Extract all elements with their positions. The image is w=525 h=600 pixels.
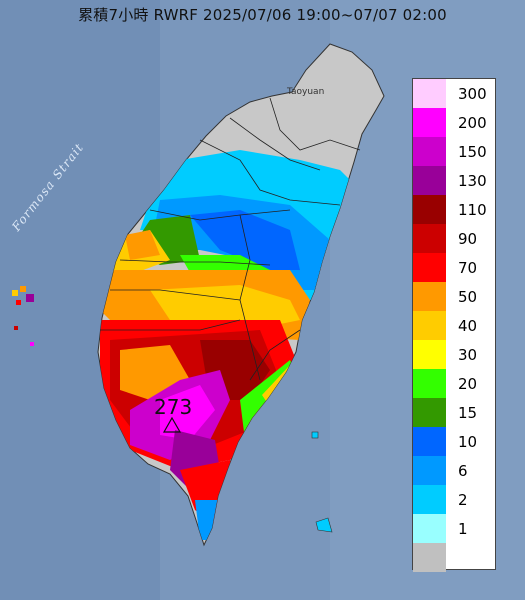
legend-label: 20 bbox=[458, 375, 478, 393]
penghu-islands bbox=[12, 286, 34, 346]
legend-swatch bbox=[413, 311, 446, 340]
legend-swatch bbox=[413, 543, 446, 572]
county-boundaries bbox=[100, 97, 361, 381]
legend-swatch bbox=[413, 195, 446, 224]
legend-label: 50 bbox=[458, 288, 478, 306]
legend-swatch bbox=[413, 369, 446, 398]
orchid-island bbox=[315, 517, 333, 533]
legend-label: 15 bbox=[458, 404, 478, 422]
city-label: Taoyuan bbox=[287, 87, 325, 97]
legend-label: 70 bbox=[458, 259, 478, 277]
legend-swatch bbox=[413, 253, 446, 282]
legend-swatch bbox=[413, 224, 446, 253]
legend-label: 2 bbox=[458, 491, 468, 509]
green-island bbox=[311, 431, 319, 439]
legend-label: 90 bbox=[458, 230, 478, 248]
legend-swatch bbox=[413, 166, 446, 195]
legend-swatch bbox=[413, 427, 446, 456]
legend-label: 150 bbox=[458, 143, 487, 161]
legend-swatch bbox=[413, 340, 446, 369]
legend-swatch bbox=[413, 485, 446, 514]
legend-swatch bbox=[413, 137, 446, 166]
legend-label: 200 bbox=[458, 114, 487, 132]
legend-label: 1 bbox=[458, 520, 468, 538]
legend-swatch bbox=[413, 79, 446, 108]
legend-label: 10 bbox=[458, 433, 478, 451]
legend-label: 40 bbox=[458, 317, 478, 335]
legend-label: 110 bbox=[458, 201, 487, 219]
legend-swatch bbox=[413, 514, 446, 543]
legend-label: 30 bbox=[458, 346, 478, 364]
map-title: 累積7小時 RWRF 2025/07/06 19:00~07/07 02:00 bbox=[78, 6, 447, 24]
legend-swatch bbox=[413, 108, 446, 137]
legend-swatch bbox=[413, 398, 446, 427]
legend-label: 6 bbox=[458, 462, 468, 480]
legend-label: 130 bbox=[458, 172, 487, 190]
legend-swatch bbox=[413, 456, 446, 485]
legend-label: 300 bbox=[458, 85, 487, 103]
legend-swatch bbox=[413, 282, 446, 311]
triangle-icon bbox=[162, 416, 182, 433]
max-value-label: 273 bbox=[154, 395, 193, 419]
